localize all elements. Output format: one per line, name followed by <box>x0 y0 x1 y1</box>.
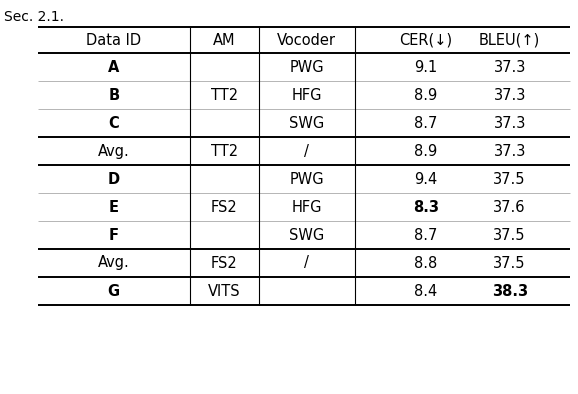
Text: PWG: PWG <box>290 171 324 186</box>
Text: Vocoder: Vocoder <box>277 32 336 48</box>
Text: 37.5: 37.5 <box>494 227 526 242</box>
Text: F: F <box>109 227 119 242</box>
Text: 8.9: 8.9 <box>414 87 438 102</box>
Text: G: G <box>108 284 120 299</box>
Text: 8.3: 8.3 <box>413 199 439 214</box>
Text: 37.5: 37.5 <box>494 255 526 271</box>
Text: 37.3: 37.3 <box>494 59 526 74</box>
Text: CER(↓): CER(↓) <box>399 32 452 48</box>
Text: AM: AM <box>213 32 235 48</box>
Text: TT2: TT2 <box>210 143 238 158</box>
Text: BLEU(↑): BLEU(↑) <box>479 32 540 48</box>
Text: 38.3: 38.3 <box>492 284 528 299</box>
Text: 37.5: 37.5 <box>494 171 526 186</box>
Text: HFG: HFG <box>291 87 322 102</box>
Text: 8.9: 8.9 <box>414 143 438 158</box>
Text: 37.3: 37.3 <box>494 87 526 102</box>
Text: 37.3: 37.3 <box>494 115 526 130</box>
Text: Avg.: Avg. <box>98 255 129 271</box>
Text: 37.3: 37.3 <box>494 143 526 158</box>
Text: E: E <box>109 199 119 214</box>
Text: PWG: PWG <box>290 59 324 74</box>
Text: Avg.: Avg. <box>98 143 129 158</box>
Text: A: A <box>108 59 120 74</box>
Text: SWG: SWG <box>289 227 324 242</box>
Text: HFG: HFG <box>291 199 322 214</box>
Text: 8.7: 8.7 <box>414 115 438 130</box>
Text: 9.1: 9.1 <box>414 59 438 74</box>
Text: 9.4: 9.4 <box>414 171 438 186</box>
Text: 8.8: 8.8 <box>414 255 438 271</box>
Text: D: D <box>108 171 120 186</box>
Text: SWG: SWG <box>289 115 324 130</box>
Text: B: B <box>108 87 120 102</box>
Text: /: / <box>304 255 309 271</box>
Text: 37.6: 37.6 <box>494 199 526 214</box>
Text: C: C <box>109 115 119 130</box>
Text: TT2: TT2 <box>210 87 238 102</box>
Text: Data ID: Data ID <box>86 32 142 48</box>
Text: Sec. 2.1.: Sec. 2.1. <box>4 10 64 24</box>
Text: FS2: FS2 <box>211 255 238 271</box>
Text: VITS: VITS <box>208 284 240 299</box>
Text: /: / <box>304 143 309 158</box>
Text: FS2: FS2 <box>211 199 238 214</box>
Text: 8.4: 8.4 <box>414 284 438 299</box>
Text: 8.7: 8.7 <box>414 227 438 242</box>
